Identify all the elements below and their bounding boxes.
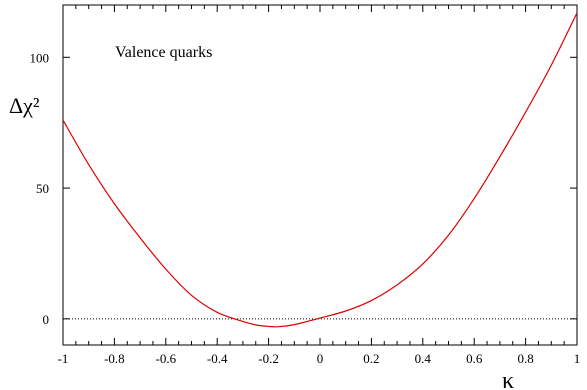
y-tick-label: 0	[43, 312, 50, 327]
x-tick-label: -0.4	[207, 351, 228, 366]
x-tick-label: 0	[317, 351, 324, 366]
x-tick-label: 0.6	[466, 351, 483, 366]
series-line	[62, 12, 578, 328]
y-tick-label: 50	[36, 181, 49, 196]
y-axis-label: Δχ²	[9, 93, 40, 118]
x-axis-label: κ	[502, 368, 514, 390]
x-tick-label: -0.6	[156, 351, 177, 366]
x-tick-label: 0.8	[517, 351, 533, 366]
chart-annotation: Valence quarks	[115, 44, 212, 61]
x-tick-label: -1	[58, 351, 69, 366]
x-tick-label: -0.2	[258, 351, 279, 366]
x-tick-label: 0.2	[363, 351, 379, 366]
x-tick-label: 1	[574, 351, 581, 366]
x-tick-label: -0.8	[104, 351, 125, 366]
y-tick-label: 100	[30, 50, 50, 65]
x-tick-label: 0.4	[415, 351, 432, 366]
